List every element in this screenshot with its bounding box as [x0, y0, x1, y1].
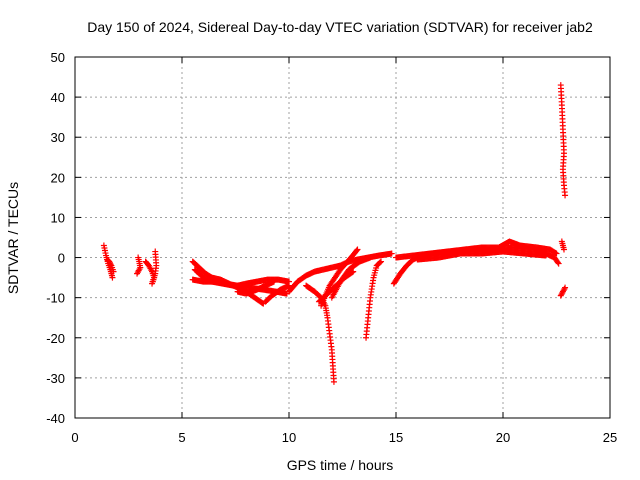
data-point [353, 247, 360, 254]
y-tick-label: 20 [51, 170, 65, 185]
data-point [377, 259, 384, 266]
y-tick-label: 40 [51, 90, 65, 105]
y-tick-label: 0 [58, 251, 65, 266]
x-tick-label: 10 [282, 430, 296, 445]
data-point [109, 274, 116, 281]
data-point [107, 261, 114, 268]
tick-labels: 0 5 10 15 20 25 -40 -30 -20 -10 0 10 20 30 40 50 [46, 50, 617, 445]
data-point [152, 248, 159, 255]
data-point [349, 269, 356, 276]
data-point [110, 268, 117, 275]
data-point [555, 260, 562, 267]
data-points [100, 82, 569, 385]
y-axis-label: SDTVAR / TECUs [5, 182, 21, 294]
x-tick-label: 5 [178, 430, 185, 445]
data-point [388, 250, 395, 257]
y-tick-label: 10 [51, 210, 65, 225]
data-point [542, 252, 549, 259]
tick-marks [74, 56, 611, 419]
x-tick-label: 20 [496, 430, 510, 445]
data-point [562, 192, 569, 199]
data-point [554, 259, 561, 266]
data-point [286, 282, 292, 289]
x-axis-label: GPS time / hours [287, 457, 394, 473]
x-tick-label: 25 [603, 430, 617, 445]
data-point [354, 246, 361, 253]
data-point [330, 378, 337, 385]
data-point [553, 250, 560, 257]
y-tick-label: 50 [51, 50, 65, 65]
x-tick-label: 0 [71, 430, 78, 445]
data-point [350, 268, 357, 275]
data-point [134, 270, 141, 277]
data-point [561, 285, 568, 292]
y-tick-label: -20 [46, 331, 65, 346]
y-tick-label: 30 [51, 130, 65, 145]
data-point [367, 254, 374, 261]
data-point [562, 284, 569, 291]
grid [75, 57, 610, 418]
y-tick-label: -30 [46, 371, 65, 386]
plot-frame [74, 56, 611, 419]
x-tick-label: 15 [389, 430, 403, 445]
y-tick-label: -40 [46, 411, 65, 426]
y-tick-label: -10 [46, 291, 65, 306]
chart-title: Day 150 of 2024, Sidereal Day-to-day VTE… [87, 19, 593, 35]
data-point [378, 258, 385, 265]
data-point [560, 246, 567, 253]
